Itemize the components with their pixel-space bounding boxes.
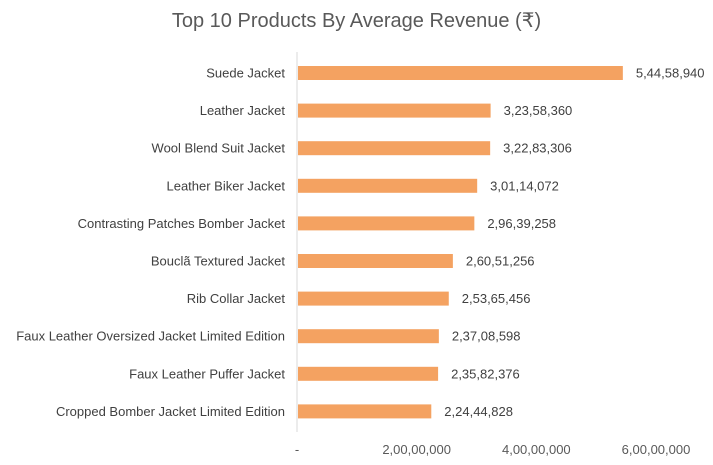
chart-title: Top 10 Products By Average Revenue (₹) [171, 10, 542, 32]
category-label: Faux Leather Puffer Jacket [129, 366, 285, 381]
bar [298, 404, 432, 419]
category-label: Leather Biker Jacket [166, 178, 285, 193]
bar [298, 366, 439, 381]
category-label: Faux Leather Oversized Jacket Limited Ed… [16, 329, 285, 344]
category-label: Cropped Bomber Jacket Limited Edition [56, 404, 285, 419]
data-label: 2,96,39,258 [487, 216, 556, 231]
x-tick-label: - [295, 442, 299, 457]
category-label: Bouclã Textured Jacket [151, 254, 286, 269]
bar [298, 178, 478, 193]
category-label: Rib Collar Jacket [187, 291, 286, 306]
x-tick-label: 2,00,00,000 [382, 442, 451, 457]
data-label: 2,53,65,456 [462, 291, 531, 306]
data-label: 2,60,51,256 [466, 254, 535, 269]
x-tick-label: 6,00,00,000 [622, 442, 691, 457]
data-label: 3,23,58,360 [504, 103, 573, 118]
category-label: Wool Blend Suit Jacket [152, 141, 286, 156]
data-label: 2,24,44,828 [444, 404, 513, 419]
bar [298, 329, 439, 344]
category-label: Leather Jacket [200, 103, 286, 118]
bar [298, 216, 475, 231]
bar [298, 66, 623, 80]
category-label: Contrasting Patches Bomber Jacket [78, 216, 286, 231]
data-label: 2,37,08,598 [452, 329, 521, 344]
bar [298, 254, 453, 268]
bar [298, 141, 491, 156]
x-tick-label: 4,00,00,000 [502, 442, 571, 457]
data-label: 3,22,83,306 [503, 141, 572, 156]
data-label: 2,35,82,376 [451, 366, 520, 381]
bar [298, 291, 449, 306]
bar [298, 103, 491, 118]
data-label: 5,44,58,940 [636, 66, 705, 81]
category-label: Suede Jacket [206, 66, 285, 81]
data-label: 3,01,14,072 [490, 178, 559, 193]
